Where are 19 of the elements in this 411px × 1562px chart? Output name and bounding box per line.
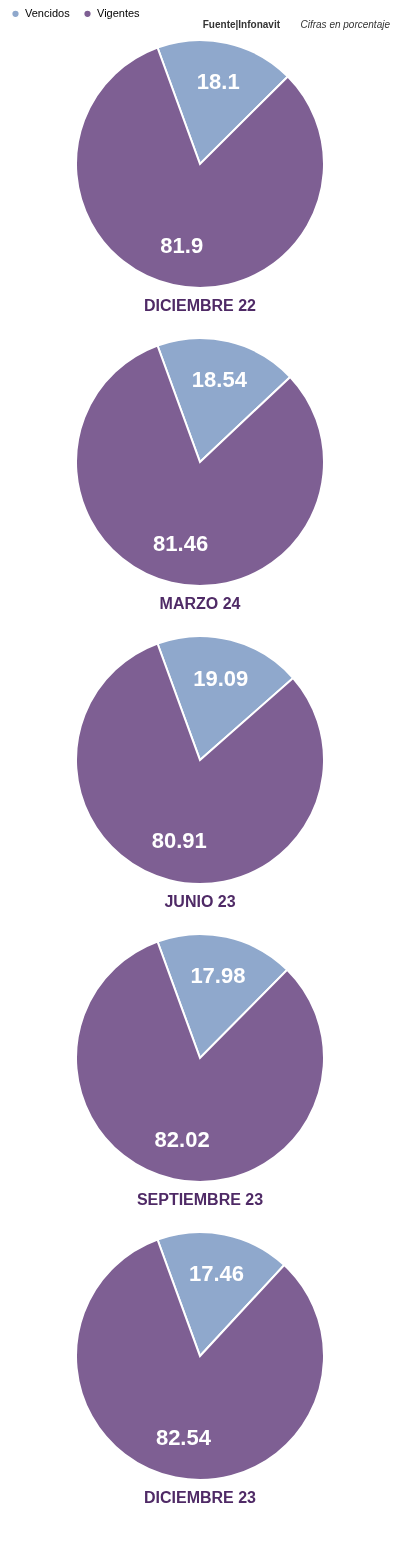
text: Cifras en porcentaje bbox=[300, 19, 391, 30]
legend-label: Vencidos bbox=[25, 6, 71, 19]
data-label: 17.98 bbox=[190, 962, 246, 988]
data-label: 82.02 bbox=[154, 1127, 210, 1153]
source-note: Fuente|Infonavit bbox=[202, 19, 281, 30]
data-label: 82.54 bbox=[155, 1425, 212, 1451]
data-label: 19.09 bbox=[193, 665, 249, 691]
text: DICIEMBRE 22 bbox=[143, 297, 257, 314]
legend-label: Vigentes bbox=[97, 6, 141, 19]
data-label: 80.91 bbox=[151, 828, 207, 854]
text: DICIEMBRE 23 bbox=[143, 1489, 257, 1506]
data-label: 81.9 bbox=[160, 233, 204, 258]
text: MARZO 24 bbox=[159, 595, 241, 612]
text: JUNIO 23 bbox=[164, 893, 236, 910]
data-label: 18.1 bbox=[196, 69, 240, 94]
data-label: 18.54 bbox=[191, 367, 248, 393]
data-label: 81.46 bbox=[153, 530, 209, 556]
text: SEPTIEMBRE 23 bbox=[136, 1191, 264, 1208]
data-label: 17.46 bbox=[189, 1260, 245, 1286]
